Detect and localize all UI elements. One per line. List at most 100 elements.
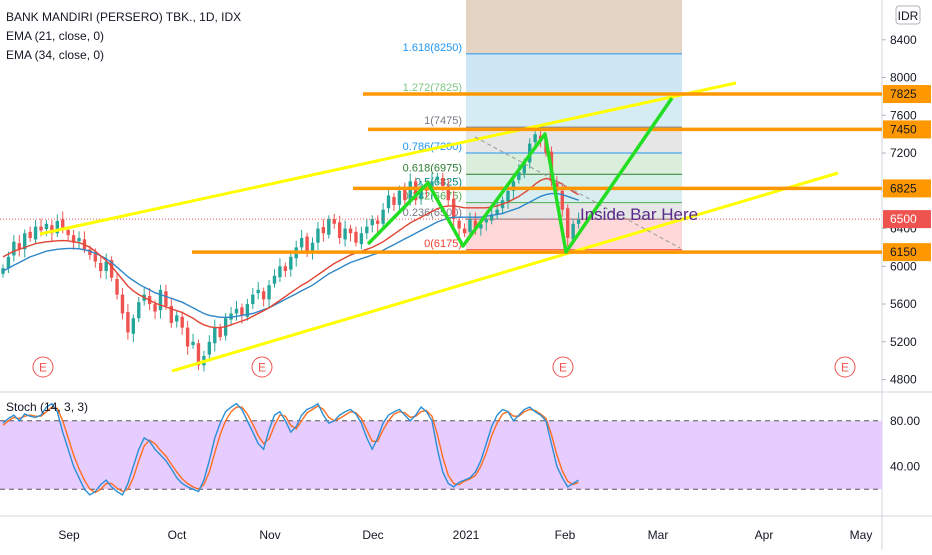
projection-dashed-line [474,136,681,249]
candle-body [365,226,369,234]
stoch-axis[interactable]: 80.00 40.00 [890,414,920,474]
candle-body [251,294,255,305]
currency-label: IDR [898,9,919,23]
candle-body [354,231,358,243]
time-tick-label: Nov [259,528,280,542]
price-tick-label: 7600 [890,108,917,122]
trend-channel-lower[interactable] [171,171,839,373]
time-tick-label: Mar [648,528,669,542]
horizontal-levels[interactable] [192,92,882,254]
candle-body [305,236,309,253]
ema-21-line [2,177,579,329]
candle-body [137,302,141,319]
candle-body [104,261,108,272]
candle-body [576,219,581,224]
fib-level-label: 1.618(8250) [403,42,462,54]
candle-body [191,341,195,346]
candle-body [28,231,32,238]
svg-text:E: E [258,361,266,375]
candle-body [12,241,16,256]
time-tick-label: Apr [755,528,774,542]
svg-text:E: E [841,361,849,375]
fib-zone [466,53,682,95]
candle-body [343,228,347,240]
candle-body [158,289,163,311]
stoch-d-line [2,405,579,494]
price-tick-label: 7200 [890,146,917,160]
price-tick-label: 8000 [890,71,917,85]
main-pane-background [0,0,882,391]
candle-body [23,233,27,250]
chart-legend: BANK MANDIRI (PERSERO) TBK., 1D, IDX EMA… [6,8,241,65]
candle-body [261,291,266,300]
earnings-e-icon: E [552,356,574,378]
stoch-tick-label: 40.00 [890,459,920,473]
currency-badge: IDR [895,5,921,25]
price-axis[interactable]: 4800520056006000640068007200760080008400… [882,33,931,387]
ema-21-legend[interactable]: EMA (21, close, 0) [6,29,105,43]
trend-channel-upper[interactable] [39,81,737,236]
candle-body [451,198,456,220]
candle-body [511,181,516,191]
level-badge [883,120,931,139]
fib-level-label: 1.272(7825) [403,82,462,94]
level-badge-label: 7825 [890,87,917,101]
time-axis[interactable]: Sep Oct Nov Dec 2021 Feb Mar Apr May [58,528,872,542]
candle-body [272,275,277,284]
candle-body [479,223,483,229]
fib-level-label: 1(7475) [424,115,462,127]
level-badge-label: 6825 [890,181,917,195]
level-badge [883,85,931,104]
candle-body [180,316,184,328]
candle-body [115,279,119,295]
inside-bar-annotation[interactable]: Inside Bar Here [580,205,698,224]
price-tick-label: 4800 [890,373,917,387]
time-tick-label: Feb [555,528,576,542]
earnings-e-icon: E [251,356,273,378]
level-badge [883,179,931,198]
candle-body [169,305,174,323]
earnings-e-icon: E [834,356,856,378]
level-badge-label: 7450 [890,122,917,136]
time-tick-label: May [850,528,873,542]
candle-body [571,223,575,240]
candle-body [164,291,168,306]
candle-body [245,304,250,317]
candle-body [375,220,380,224]
earnings-markers[interactable]: E E E E [32,356,856,378]
candle-body [213,327,217,344]
candle-body [77,237,81,242]
candle-body [88,249,92,255]
candle-body [256,289,260,294]
symbol-title[interactable]: BANK MANDIRI (PERSERO) TBK., 1D, IDX [6,10,242,24]
fibonacci-extension[interactable]: 1.618(8250) 1.272(7825) 1(7475) 0.786(7200)… [403,0,682,251]
svg-text:E: E [39,361,47,375]
candle-body [240,307,244,316]
candle-body [6,256,11,269]
candle-body [495,209,499,215]
candle-body [55,220,59,234]
candle-body [327,219,331,235]
wave-path[interactable] [366,97,674,254]
candle-body [337,222,342,238]
stoch-band [0,420,882,490]
candle-body [408,181,412,202]
candle-body [289,256,293,270]
level-badge [883,243,931,262]
candle-body [490,214,494,221]
fib-zone-top [466,0,682,54]
candle-body [430,181,434,191]
candle-body [50,225,54,234]
fib-zone [466,153,682,175]
candle-body [39,226,43,231]
ema-34-legend[interactable]: EMA (34, close, 0) [6,48,105,62]
fib-level-label: 0.786(7200) [403,141,462,153]
fib-level-label: 0(6175) [424,238,462,250]
candle-body [370,219,374,226]
candle-body [1,268,5,274]
stoch-tick-label: 80.00 [890,414,920,428]
candle-body [441,178,445,187]
price-tick-label: 6000 [890,259,917,273]
